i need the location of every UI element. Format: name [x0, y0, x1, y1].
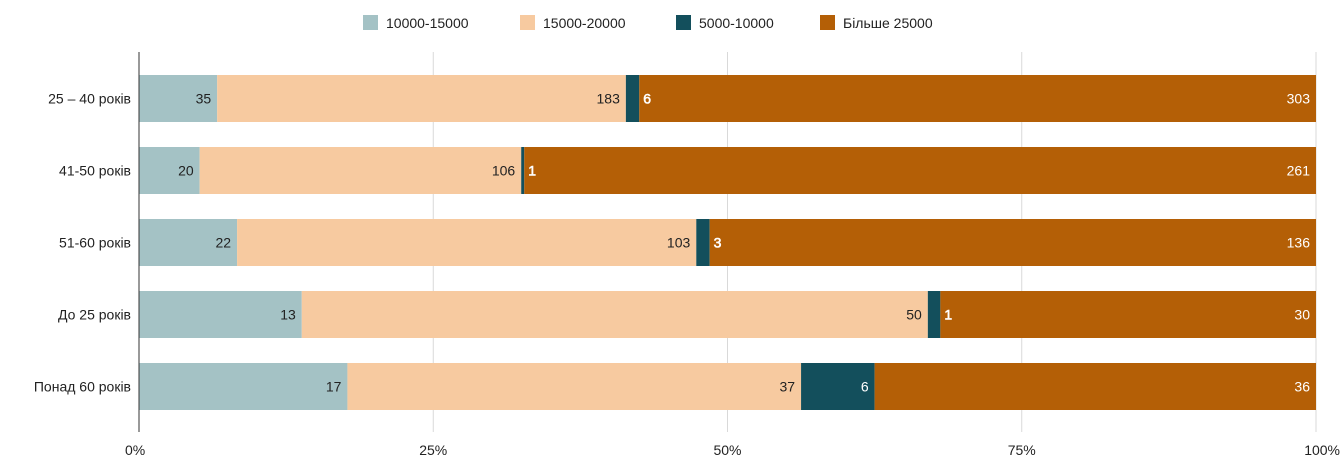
bar-41-50-років-5000-10000	[521, 147, 525, 194]
data-label-4-0: 17	[326, 379, 342, 395]
bar-понад-60-років-більше-25000	[874, 363, 1316, 410]
category-label-0: 25 – 40 років	[48, 91, 131, 107]
data-label-1-0: 20	[178, 163, 194, 179]
data-label-0-2: 6	[643, 91, 651, 107]
data-label-2-3: 136	[1287, 235, 1311, 251]
data-label-0-1: 183	[597, 91, 621, 107]
data-label-3-0: 13	[280, 307, 296, 323]
data-label-4-1: 37	[779, 379, 795, 395]
data-label-0-3: 303	[1287, 91, 1311, 107]
legend-swatch-0	[363, 15, 378, 30]
x-tick-label-0: 0%	[125, 442, 145, 458]
bar-51-60-років-більше-25000	[709, 219, 1316, 266]
data-label-3-3: 30	[1294, 307, 1310, 323]
x-tick-label-2: 50%	[713, 442, 741, 458]
data-label-1-2: 1	[528, 163, 536, 179]
bar-51-60-років-15000-20000	[237, 219, 697, 266]
bar-понад-60-років-15000-20000	[347, 363, 802, 410]
bar-41-50-років-15000-20000	[199, 147, 522, 194]
bar-25-40-років-15000-20000	[217, 75, 626, 122]
bar-51-60-років-5000-10000	[696, 219, 710, 266]
bar-до-25-років-10000-15000	[139, 291, 302, 338]
data-label-3-1: 50	[906, 307, 922, 323]
data-label-2-2: 3	[714, 235, 722, 251]
bar-до-25-років-5000-10000	[927, 291, 941, 338]
data-label-0-0: 35	[196, 91, 212, 107]
legend-swatch-1	[520, 15, 535, 30]
bar-до-25-років-більше-25000	[940, 291, 1316, 338]
bars	[139, 75, 1316, 410]
bar-25-40-років-5000-10000	[625, 75, 640, 122]
legend: 10000-15000 15000-20000 5000-10000 Більше 2…	[363, 15, 933, 31]
bar-25-40-років-10000-15000	[139, 75, 218, 122]
data-labels: 35 183 6 303 20 106 1 261 22 103 3 136 13 50 1 30 17 37 6 3…	[178, 90, 1311, 395]
data-label-2-0: 22	[216, 235, 232, 251]
x-tick-label-4: 100%	[1304, 442, 1340, 458]
bar-понад-60-років-10000-15000	[139, 363, 348, 410]
bar-51-60-років-10000-15000	[139, 219, 238, 266]
bar-41-50-років-більше-25000	[524, 147, 1316, 194]
legend-swatch-2	[676, 15, 691, 30]
category-label-1: 41-50 років	[59, 163, 131, 179]
data-label-2-1: 103	[667, 235, 691, 251]
legend-label-3: Більше 25000	[843, 15, 933, 31]
data-label-3-2: 1	[944, 307, 952, 323]
legend-label-2: 5000-10000	[699, 15, 774, 31]
bar-25-40-років-більше-25000	[639, 75, 1316, 122]
legend-swatch-3	[820, 15, 835, 30]
category-label-3: До 25 років	[58, 307, 131, 323]
bar-41-50-років-10000-15000	[139, 147, 200, 194]
x-tick-label-1: 25%	[419, 442, 447, 458]
bar-понад-60-років-5000-10000	[801, 363, 875, 410]
data-label-1-3: 261	[1287, 163, 1311, 179]
data-label-4-3: 36	[1294, 379, 1310, 395]
data-label-1-1: 106	[492, 163, 516, 179]
bar-до-25-років-15000-20000	[301, 291, 928, 338]
legend-label-1: 15000-20000	[543, 15, 626, 31]
axis: 0% 25% 50% 75% 100% 25 – 40 років 41-50 років 5…	[34, 52, 1340, 458]
x-tick-label-3: 75%	[1008, 442, 1036, 458]
category-label-2: 51-60 років	[59, 235, 131, 251]
category-label-4: Понад 60 років	[34, 379, 131, 395]
data-label-4-2: 6	[861, 379, 869, 395]
legend-label-0: 10000-15000	[386, 15, 469, 31]
